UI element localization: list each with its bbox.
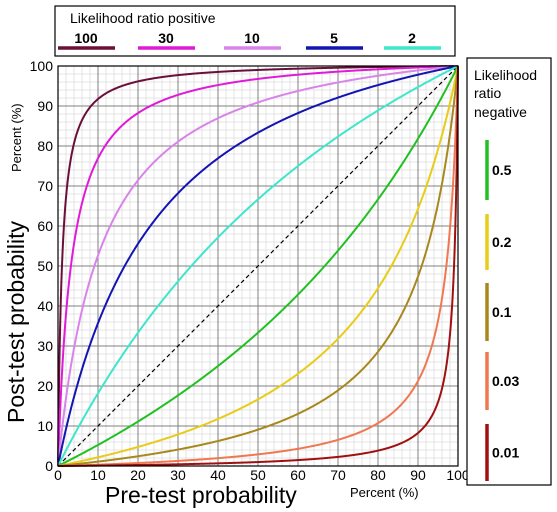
legend-negative-title-3: negative	[474, 104, 527, 120]
curve-lr-2	[57, 65, 459, 467]
curve-lr-5	[57, 65, 459, 467]
x-tick-label: 90	[410, 467, 426, 483]
legend-negative-label: 0.2	[492, 234, 512, 250]
plot-frame	[57, 65, 459, 467]
legend-negative-items: 0.5 0.2 0.1 0.03 0.01	[485, 140, 519, 481]
legend-negative-title-1: Likelihood	[474, 67, 537, 83]
curve-lr-0_01	[57, 65, 459, 467]
x-tick-label: 100	[446, 467, 470, 483]
x-tick-label: 70	[330, 467, 346, 483]
x-tick-label: 0	[54, 467, 62, 483]
y-tick-label: 30	[37, 338, 53, 354]
legend-negative-title-2: ratio	[474, 85, 501, 101]
curve-lr-0_03	[57, 65, 459, 467]
curve-lr-0_5	[57, 65, 459, 467]
legend-negative-label: 0.5	[492, 162, 512, 178]
legend-positive-items: 100 30 10 5 2	[58, 30, 441, 50]
y-tick-label: 90	[37, 98, 53, 114]
y-axis-unit: Percent (%)	[9, 103, 24, 172]
y-tick-label: 0	[45, 458, 53, 474]
legend-positive-label: 10	[244, 30, 260, 46]
curve-lr-1-reference	[57, 65, 459, 467]
x-tick-label: 80	[370, 467, 386, 483]
curve-lr-30	[57, 65, 459, 467]
y-tick-label: 80	[37, 138, 53, 154]
y-axis-title: Post-test probability	[3, 221, 29, 423]
x-tick-label: 30	[170, 467, 186, 483]
x-tick-label: 60	[290, 467, 306, 483]
y-tick-label: 100	[30, 58, 54, 74]
likelihood-curves	[57, 65, 459, 467]
y-tick-labels: 0 10 20 30 40 50 60 70 80 90 100	[30, 58, 54, 474]
legend-positive-label: 2	[408, 30, 416, 46]
curve-lr-0_2	[57, 65, 459, 467]
curve-lr-100	[57, 65, 459, 467]
x-tick-label: 20	[130, 467, 146, 483]
legend-positive-label: 30	[158, 30, 174, 46]
x-tick-label: 10	[90, 467, 106, 483]
y-tick-label: 20	[37, 378, 53, 394]
legend-negative-box	[466, 57, 552, 486]
y-tick-label: 40	[37, 298, 53, 314]
y-tick-label: 60	[37, 218, 53, 234]
legend-negative-label: 0.03	[492, 373, 519, 389]
curve-lr-0_1	[57, 65, 459, 467]
y-tick-label: 70	[37, 178, 53, 194]
x-axis-unit: Percent (%)	[350, 485, 419, 500]
x-tick-label: 40	[210, 467, 226, 483]
legend-positive-title: Likelihood ratio positive	[70, 10, 216, 26]
legend-positive-label: 5	[330, 30, 338, 46]
x-tick-label: 50	[250, 467, 266, 483]
y-tick-label: 50	[37, 258, 53, 274]
legend-negative-label: 0.01	[492, 445, 519, 461]
legend-negative-label: 0.1	[492, 304, 512, 320]
curve-lr-10	[57, 65, 459, 467]
legend-positive-label: 100	[74, 30, 98, 46]
x-tick-labels: 0 10 20 30 40 50 60 70 80 90 100	[54, 467, 470, 483]
x-axis-title: Pre-test probability	[105, 482, 297, 508]
y-tick-label: 10	[37, 418, 53, 434]
